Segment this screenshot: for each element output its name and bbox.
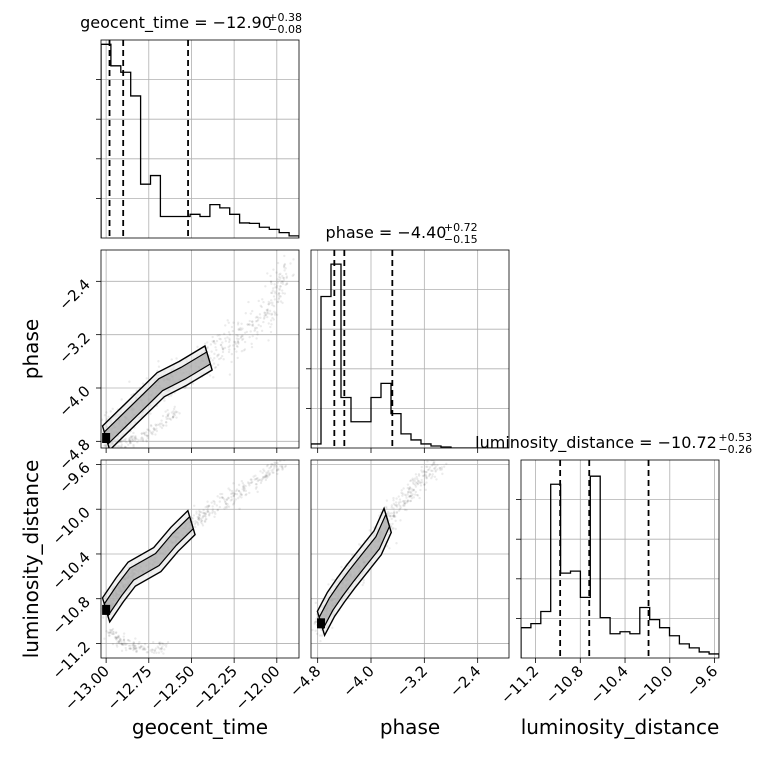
panel-frame: [520, 459, 720, 659]
y-tick-label: −10.4: [49, 548, 94, 593]
histogram-step: [311, 263, 509, 448]
y-tick-label: −3.2: [55, 329, 93, 367]
x-tick-label: −12.00: [232, 662, 284, 714]
x-tick-label: −10.8: [542, 662, 587, 707]
scatter-panel-geocent_time-luminosity_distance: [100, 459, 300, 659]
x-tick-label: −10.0: [631, 662, 676, 707]
panel-frame: [310, 249, 510, 449]
x-tick-label: −2.4: [446, 662, 484, 700]
x-tick-label: −12.50: [146, 662, 198, 714]
hist-panel-geocent_time: geocent_time = −12.90+0.38−0.08: [80, 11, 302, 239]
contour-inner: [103, 515, 194, 618]
x-tick-label: −12.75: [104, 662, 156, 714]
title-main: geocent_time = −12.90: [80, 13, 272, 33]
title-minus: −0.15: [444, 233, 478, 246]
y-axis-label-luminosity_distance: luminosity_distance: [19, 460, 43, 659]
y-tick-label: −10.0: [49, 503, 94, 548]
histogram-step: [101, 43, 299, 238]
y-axis-label-phase: phase: [19, 319, 43, 379]
x-tick-label: −11.2: [497, 662, 542, 707]
x-tick-label: −4.8: [286, 662, 324, 700]
panel-frame: [310, 459, 510, 659]
density-peak: [102, 604, 111, 615]
panel-frame: [100, 459, 300, 659]
title-phase: phase = −4.40: [326, 223, 447, 242]
scatter-panel-phase-luminosity_distance: [310, 459, 510, 659]
sample-points: [101, 460, 288, 655]
scatter-panel-geocent_time-phase: [100, 249, 300, 449]
title-plus: +0.53: [718, 431, 752, 444]
histogram-step: [521, 475, 719, 658]
x-tick-label: −12.25: [189, 662, 241, 714]
title-minus: −0.08: [268, 23, 302, 36]
x-tick-label: −9.6: [683, 662, 721, 700]
x-tick-label: −4.0: [339, 662, 377, 700]
x-axis-label-geocent_time: geocent_time: [132, 715, 268, 739]
y-tick-label: −4.0: [55, 382, 93, 420]
y-tick-label: −10.8: [49, 593, 94, 638]
x-tick-label: −10.4: [587, 662, 632, 707]
contour-inner: [318, 512, 391, 631]
density-peak: [317, 618, 325, 629]
x-tick-label: −3.2: [393, 662, 431, 700]
y-tick-label: −2.4: [55, 275, 93, 313]
contour-inner: [103, 351, 212, 446]
panel-frame: [100, 39, 300, 239]
title-main: phase = −4.40: [326, 223, 447, 242]
title-minus: −0.26: [718, 443, 752, 456]
title-luminosity_distance: luminosity_distance = −10.72: [475, 433, 717, 453]
density-peak: [102, 433, 111, 443]
x-axis-label-phase: phase: [380, 715, 440, 739]
title-main: luminosity_distance = −10.72: [475, 433, 717, 453]
panel-frame: [100, 249, 300, 449]
title-plus: +0.72: [444, 221, 478, 234]
hist-panel-phase: phase = −4.40+0.72−0.15: [306, 221, 510, 449]
hist-panel-luminosity_distance: luminosity_distance = −10.72 +0.53−0.26: [475, 431, 752, 659]
x-axis-label-luminosity_distance: luminosity_distance: [521, 715, 720, 739]
title-geocent_time: geocent_time = −12.90: [80, 13, 272, 33]
title-plus: +0.38: [268, 11, 302, 24]
